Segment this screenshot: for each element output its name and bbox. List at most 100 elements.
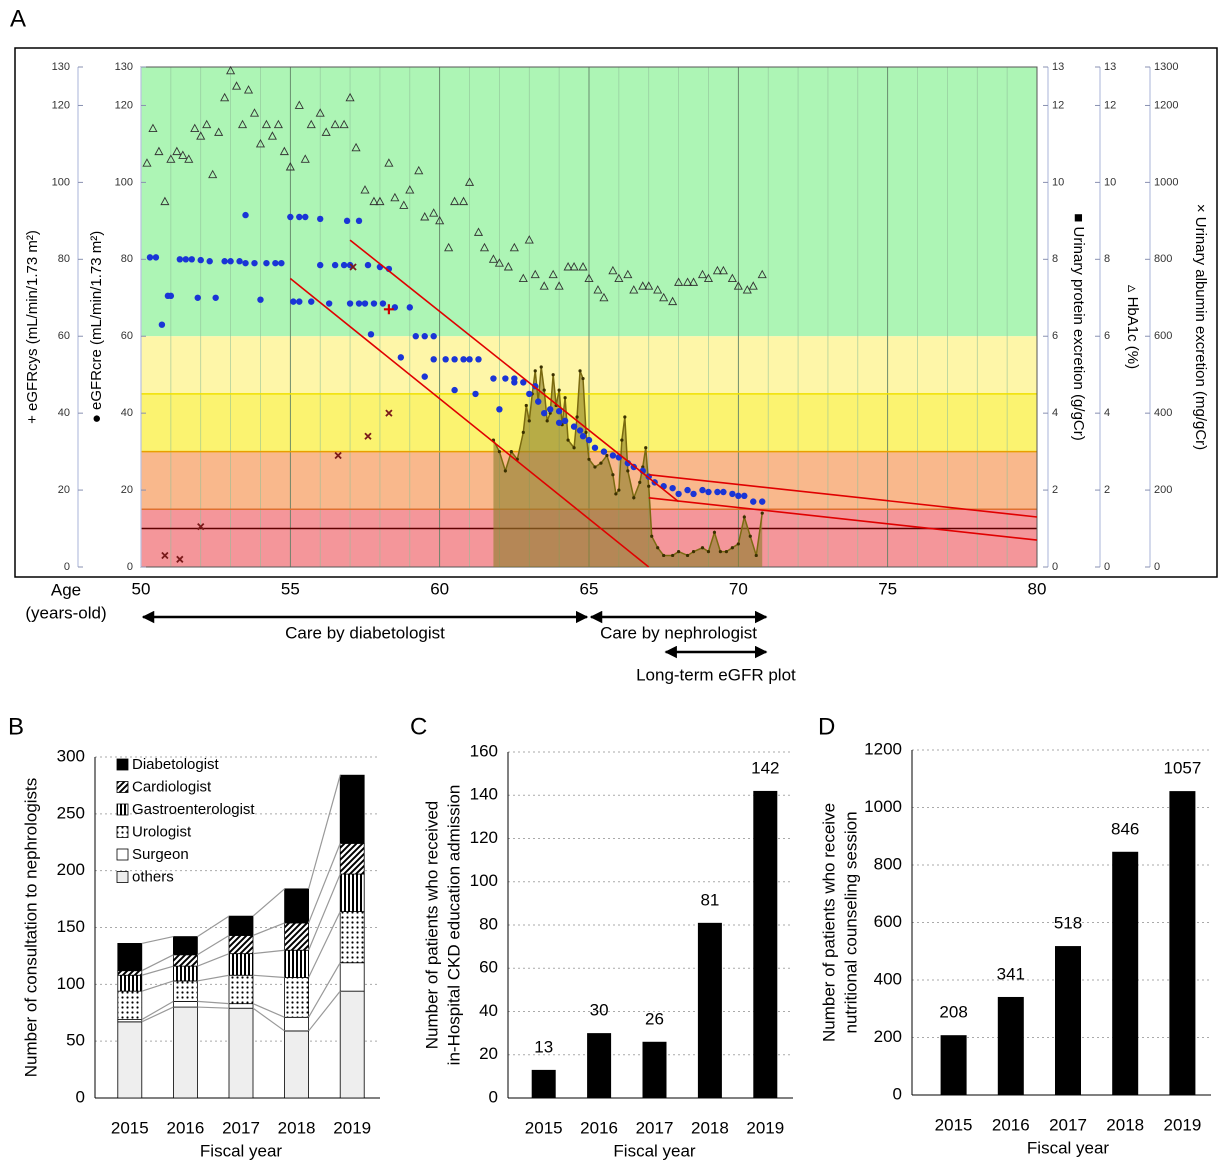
hba1c-point — [285, 162, 295, 171]
protein-point — [611, 473, 615, 477]
albumin-point — [349, 263, 357, 271]
protein-point — [730, 546, 734, 550]
hba1c-point — [644, 281, 654, 290]
egfrcre-point — [236, 258, 243, 265]
hba1c-point — [748, 281, 758, 290]
x-axis-title: Fiscal year — [1027, 1138, 1110, 1157]
egfrcre-point — [176, 256, 184, 263]
x-tick-label: 55 — [281, 579, 300, 598]
trend-line — [289, 277, 650, 568]
value-label: 1057 — [1163, 759, 1201, 778]
hba1c-point — [429, 208, 439, 217]
hba1c-point — [267, 131, 277, 140]
value-label: 26 — [645, 1009, 664, 1028]
y-tick-label: 80 — [479, 914, 498, 933]
connector-line — [308, 962, 341, 1018]
egfrcre-point — [472, 390, 479, 398]
hba1c-point — [444, 242, 454, 252]
y-tick-label: 4 — [1052, 407, 1058, 419]
bar — [753, 790, 778, 1098]
hba1c-point — [414, 165, 424, 175]
hba1c-point — [683, 277, 693, 286]
hba1c-point — [703, 273, 714, 282]
hba1c-point — [243, 85, 254, 94]
x-axis-title: Fiscal year — [613, 1141, 696, 1160]
hba1c-point — [214, 127, 224, 136]
bar-segment — [172, 936, 198, 956]
connector-line — [308, 911, 341, 978]
y-axis-title: ■ Urinary protein excretion (g/gCr) — [1070, 213, 1087, 440]
y-tick-label: 80 — [58, 253, 70, 265]
connector-line — [308, 843, 341, 924]
egfrcre-point — [541, 409, 548, 417]
egfrcre-point — [212, 294, 219, 301]
y-tick-label: 8 — [1104, 253, 1110, 265]
connector-line — [308, 990, 341, 1032]
bar-segment — [117, 974, 143, 992]
x-tick-label: 2017 — [222, 1118, 260, 1137]
x-tick-label: 2016 — [580, 1118, 618, 1137]
y-tick-label: 800 — [874, 854, 902, 873]
egfrcre-point — [576, 427, 584, 434]
egfrcre-point — [308, 298, 315, 305]
protein-point — [575, 415, 579, 419]
bar-segment — [228, 1003, 254, 1009]
hba1c-point — [488, 254, 498, 263]
bar-segment — [339, 774, 365, 844]
protein-point — [724, 550, 728, 554]
egfrcre-point — [188, 256, 195, 263]
hba1c-point — [599, 292, 609, 302]
value-label: 208 — [939, 1003, 967, 1022]
bar-segment — [228, 953, 254, 976]
protein-point — [503, 469, 507, 473]
bar-segment — [228, 1007, 254, 1099]
x-axis-title: (years-old) — [25, 603, 106, 622]
y-tick-label: 150 — [57, 917, 85, 936]
legend-swatch — [116, 803, 129, 816]
hba1c-point — [261, 119, 271, 129]
y-tick-label: 4 — [1104, 407, 1110, 419]
hba1c-point — [718, 265, 728, 275]
data-layer — [142, 65, 767, 567]
egfrcre-point — [367, 331, 375, 338]
albumin-point — [385, 409, 393, 417]
x-tick-label: 2016 — [166, 1118, 204, 1137]
egfrcre-point — [361, 300, 369, 307]
y-tick-label: 100 — [52, 176, 70, 188]
egfrcre-point — [511, 379, 518, 386]
y-tick-label: 12 — [1052, 99, 1064, 111]
egfrcre-point — [257, 296, 264, 303]
egfrcre-point — [287, 213, 294, 221]
y-tick-label: 800 — [1154, 253, 1172, 265]
connector-line — [197, 953, 230, 967]
egfrcre-point — [442, 356, 449, 363]
albumin-point — [364, 432, 372, 440]
egfrcre-point — [475, 356, 482, 363]
bar — [642, 1041, 667, 1098]
x-axis-title: Age — [51, 580, 81, 599]
egfrcre-point — [152, 254, 160, 261]
legend-swatch — [116, 871, 129, 883]
panel-letter: C — [410, 713, 427, 740]
x-tick-label: 2019 — [333, 1118, 371, 1137]
egfrcre-point — [278, 259, 285, 267]
hba1c-point — [450, 196, 460, 206]
egfrcre-point — [669, 484, 676, 492]
y-tick-label: 1000 — [864, 797, 902, 816]
x-tick-label: 2017 — [636, 1118, 674, 1137]
hba1c-point — [405, 185, 415, 194]
hba1c-point — [530, 269, 540, 279]
legend-label: Cardiologist — [132, 778, 212, 795]
y-tick-label: 100 — [115, 176, 133, 188]
bar-segment — [117, 1021, 143, 1099]
y-tick-label: 13 — [1104, 61, 1116, 73]
hba1c-point — [420, 212, 430, 221]
hba1c-point — [563, 262, 573, 271]
bar — [997, 996, 1024, 1095]
hba1c-point — [184, 154, 194, 163]
hba1c-point — [148, 123, 158, 132]
hba1c-point — [554, 281, 564, 290]
x-tick-label: 80 — [1028, 579, 1047, 598]
legend-label: Surgeon — [132, 846, 189, 863]
egfrcre-point — [242, 211, 249, 219]
